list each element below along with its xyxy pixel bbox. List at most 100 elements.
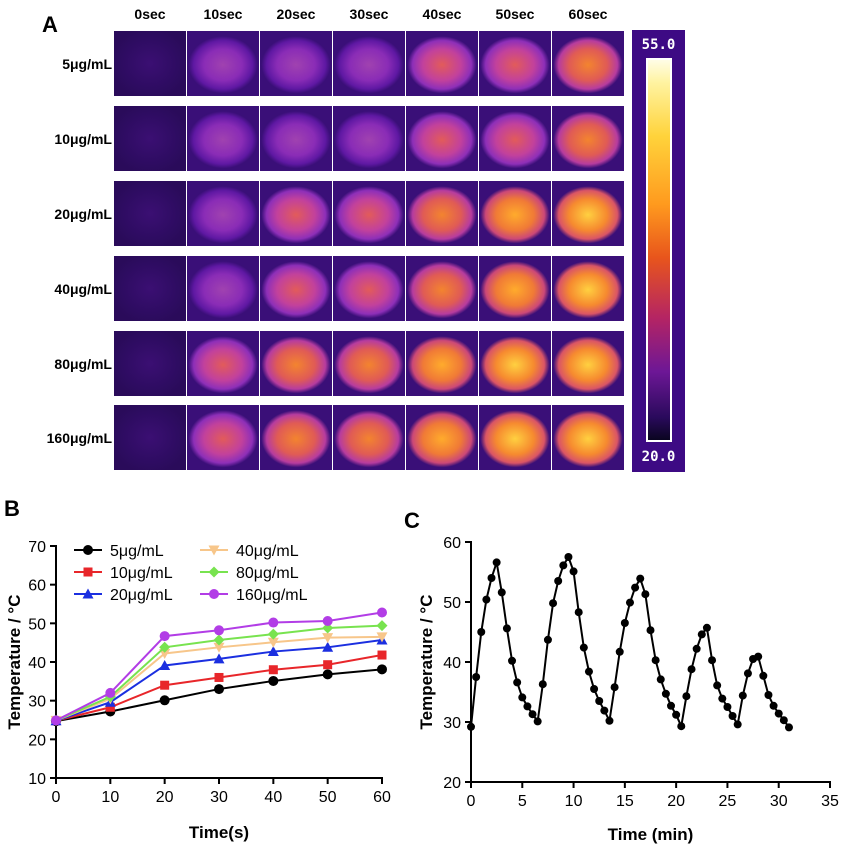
data-point (723, 703, 732, 711)
data-point (482, 595, 491, 604)
thermal-image (114, 331, 186, 396)
data-point (687, 665, 696, 674)
thermal-image (406, 181, 478, 246)
thermal-image (114, 181, 186, 246)
x-tick-label: 0 (467, 793, 476, 810)
data-point (672, 710, 681, 719)
colorbar-gradient (646, 58, 672, 442)
data-point (492, 558, 501, 567)
time-label: 30sec (349, 6, 389, 22)
thermal-image (333, 106, 405, 171)
y-tick-label: 70 (28, 539, 46, 556)
thermal-image (406, 31, 478, 96)
x-tick-label: 0 (52, 789, 61, 806)
time-label: 0sec (134, 6, 166, 22)
thermal-image (479, 256, 551, 321)
y-tick-label: 50 (443, 595, 461, 612)
panel-a-letter: A (42, 12, 58, 37)
data-point (159, 648, 171, 659)
colorbar-max-label: 55.0 (641, 37, 676, 53)
data-point (738, 691, 747, 700)
data-point (377, 607, 387, 618)
legend-label: 5μg/mL (110, 543, 164, 560)
thermal-image (479, 331, 551, 396)
data-point (590, 685, 599, 693)
data-point (754, 652, 763, 661)
time-label: 60sec (568, 6, 608, 22)
thermal-image (552, 331, 624, 396)
time-label: 40sec (422, 6, 462, 22)
data-point (538, 680, 547, 689)
legend-label: 20μg/mL (110, 587, 173, 604)
data-point (569, 567, 578, 576)
concentration-label: 80μg/mL (54, 356, 112, 372)
data-point (661, 689, 670, 698)
y-tick-label: 20 (28, 732, 46, 749)
thermal-image (187, 31, 259, 96)
data-point (528, 710, 537, 719)
data-point (214, 672, 224, 682)
data-point (728, 712, 737, 720)
time-label: 20sec (276, 6, 316, 22)
data-point (213, 642, 225, 653)
temperature-colorbar: 55.0 20.0 (632, 30, 685, 472)
data-point (502, 624, 511, 633)
data-point (267, 646, 279, 657)
legend-label: 40μg/mL (236, 543, 299, 560)
x-tick-label: 50 (319, 789, 337, 806)
thermal-image (479, 31, 551, 96)
data-point (733, 720, 742, 729)
data-point (708, 656, 717, 665)
data-point (718, 694, 727, 703)
thermal-image (406, 256, 478, 321)
data-point (208, 566, 220, 578)
thermal-image (187, 331, 259, 396)
thermal-image (187, 405, 259, 470)
data-point (322, 622, 334, 634)
data-point (584, 667, 593, 676)
thermal-image (260, 256, 332, 321)
data-point (631, 583, 640, 592)
data-point (323, 660, 333, 670)
data-point (213, 634, 225, 646)
thermal-image (406, 405, 478, 470)
data-point (214, 684, 224, 695)
data-point (615, 647, 624, 656)
data-point (160, 680, 170, 690)
data-point (543, 635, 552, 644)
chart-b-temperature-vs-time: 10 20 30 40 50 60 70 0 10 20 30 40 50 60 Time(s) Temper… (5, 539, 391, 842)
data-point (83, 567, 93, 577)
concentration-label: 20μg/mL (54, 206, 112, 222)
data-point (620, 619, 629, 627)
data-point (377, 664, 387, 675)
data-point (779, 716, 788, 725)
thermal-image (333, 31, 405, 96)
colorbar-min-label: 20.0 (641, 449, 676, 465)
thermal-image (187, 181, 259, 246)
data-point (159, 695, 170, 706)
thermal-image (333, 405, 405, 470)
thermal-image (552, 106, 624, 171)
data-point (651, 656, 660, 665)
y-tick-label: 30 (28, 694, 46, 711)
data-point (702, 623, 711, 632)
thermal-image (114, 31, 186, 96)
thermal-image (479, 181, 551, 246)
data-point (322, 641, 334, 652)
data-point (268, 665, 278, 675)
concentration-label: 10μg/mL (54, 131, 112, 147)
y-axis-label: Temperature / °C (5, 595, 24, 730)
data-point (692, 644, 701, 653)
data-point (605, 716, 614, 725)
data-point (268, 617, 279, 628)
data-point (559, 561, 568, 570)
concentration-label: 40μg/mL (54, 281, 112, 297)
y-tick-label: 60 (28, 578, 46, 595)
thermal-image (406, 331, 478, 396)
data-point (667, 701, 676, 710)
data-point (376, 620, 388, 632)
data-point (51, 715, 61, 726)
y-tick-label: 40 (28, 655, 46, 672)
data-point (513, 678, 522, 687)
data-point (554, 577, 563, 585)
